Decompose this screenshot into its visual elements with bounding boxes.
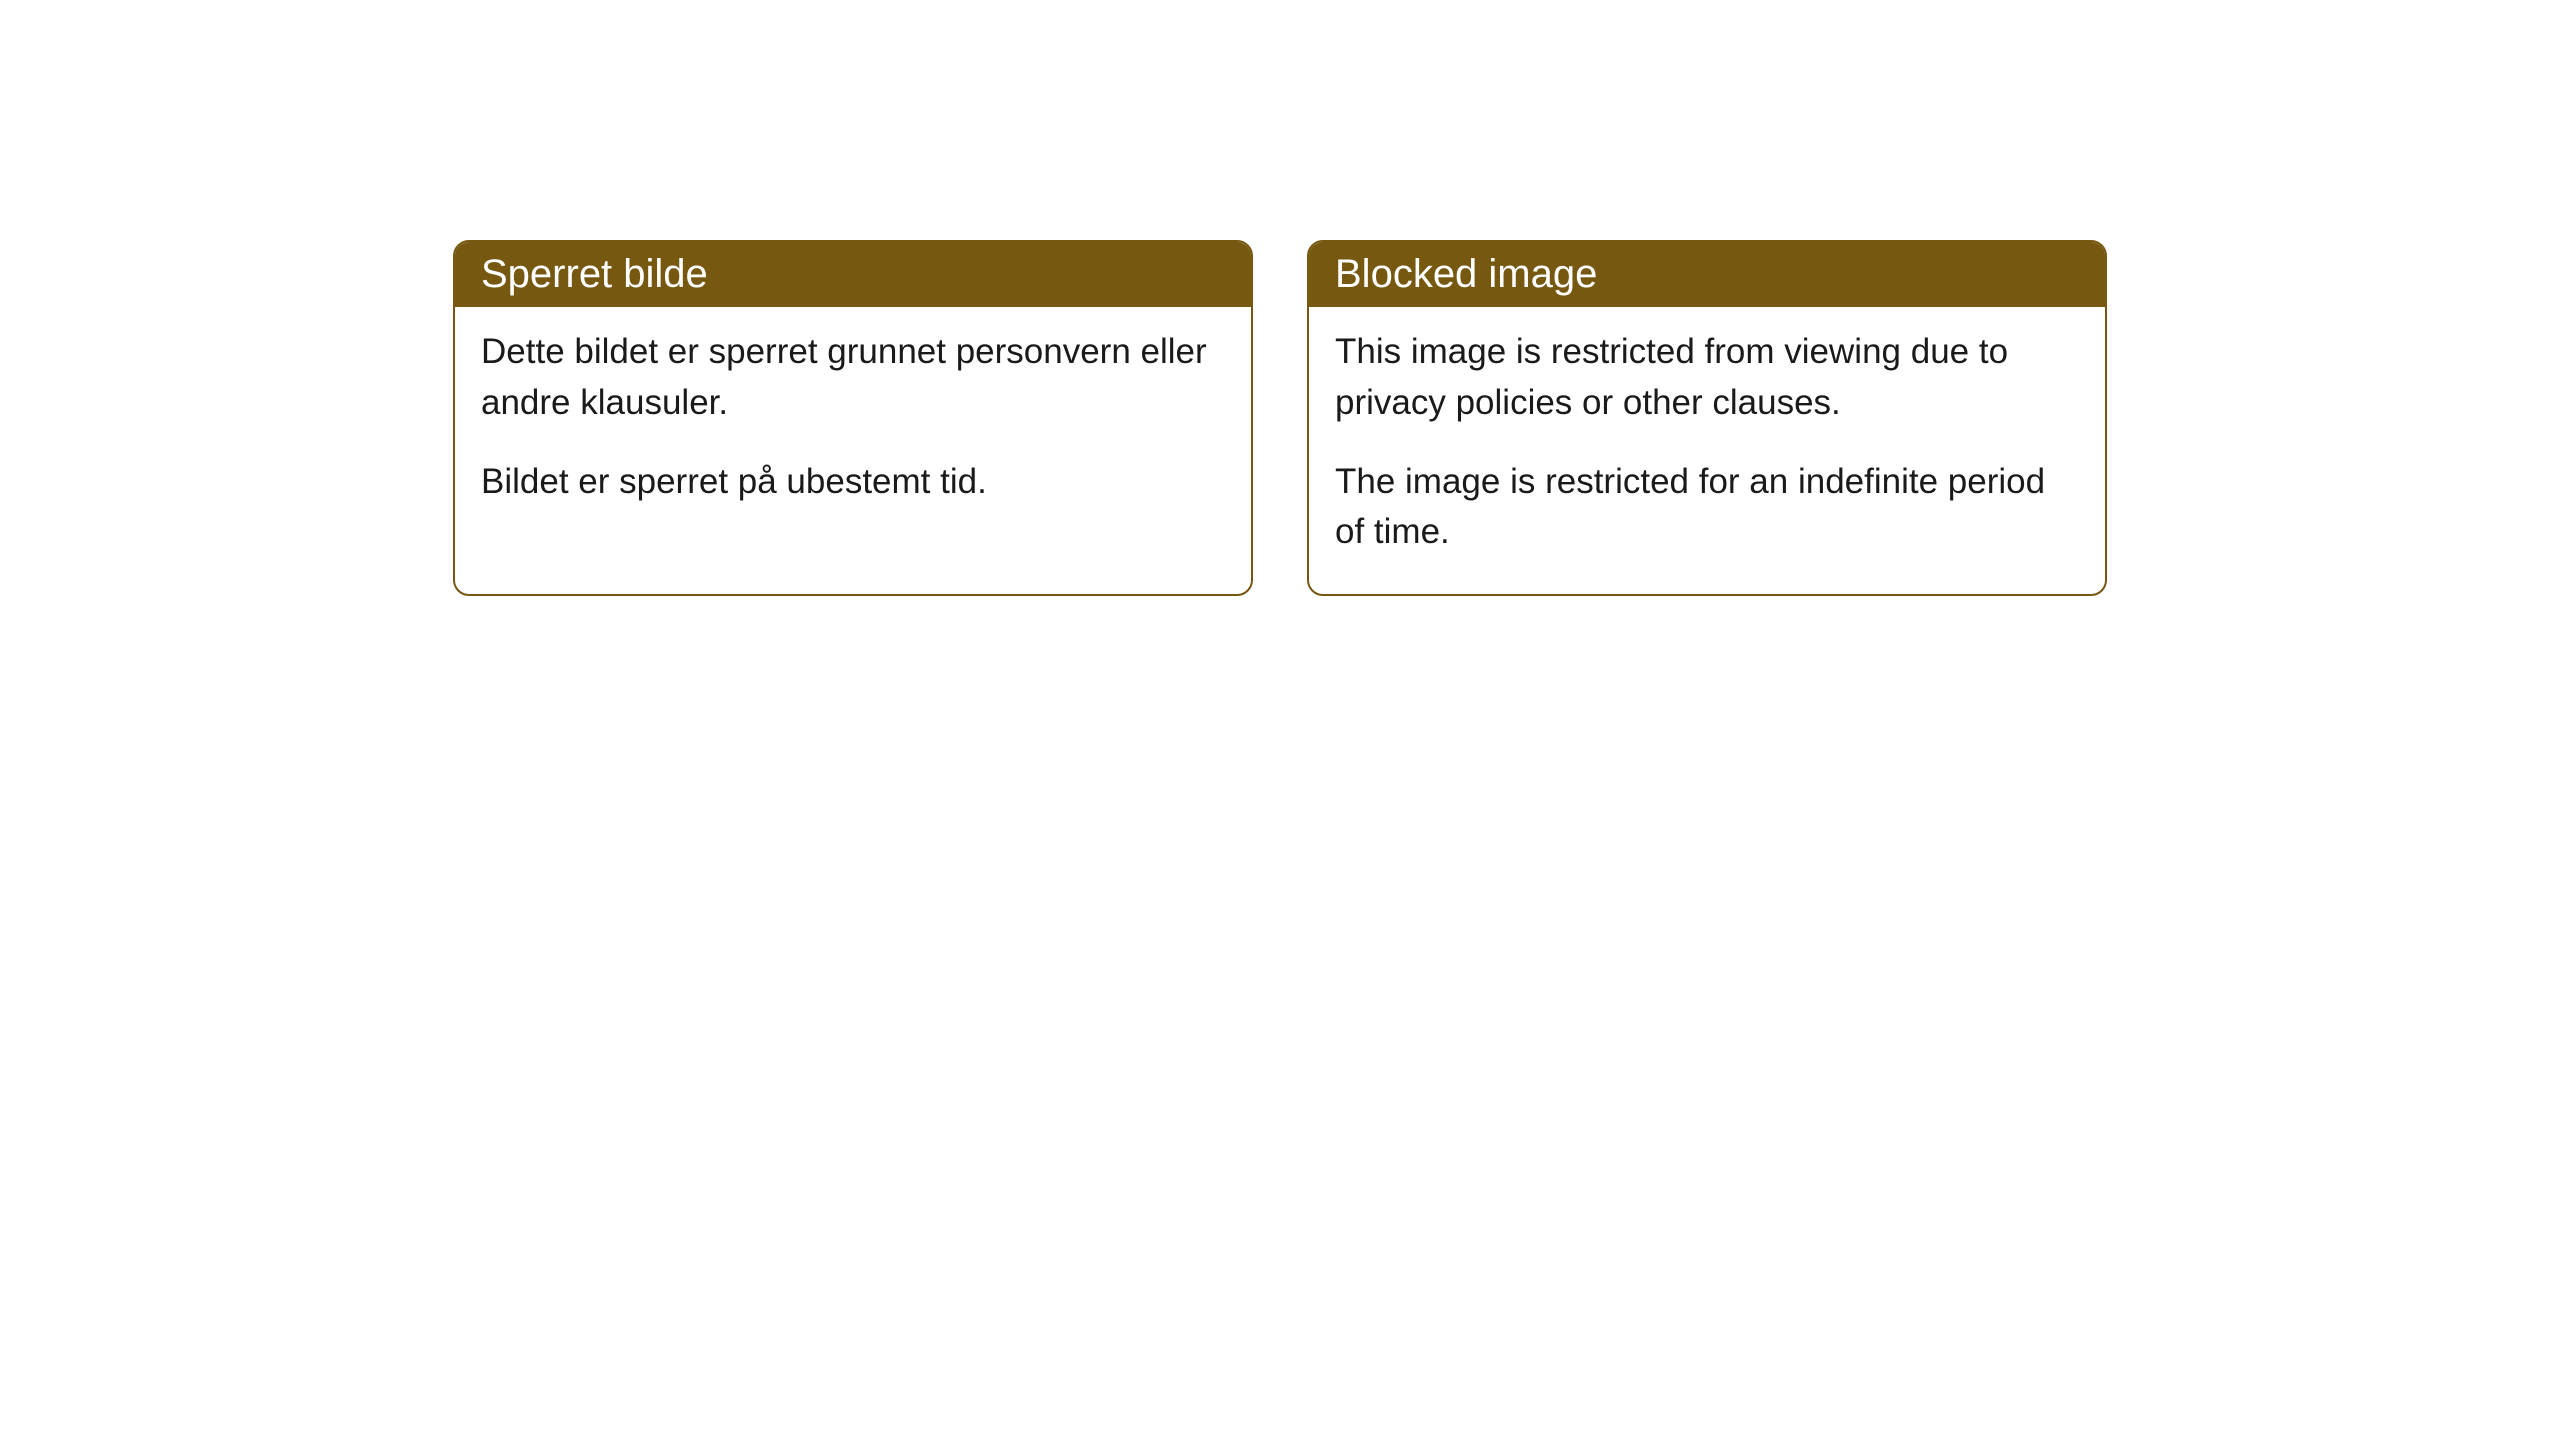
card-norwegian: Sperret bilde Dette bildet er sperret gr…: [453, 240, 1253, 596]
card-header-english: Blocked image: [1309, 242, 2105, 307]
card-paragraph: This image is restricted from viewing du…: [1335, 327, 2079, 429]
card-paragraph: The image is restricted for an indefinit…: [1335, 457, 2079, 559]
card-paragraph: Bildet er sperret på ubestemt tid.: [481, 457, 1225, 508]
card-body-norwegian: Dette bildet er sperret grunnet personve…: [455, 307, 1251, 543]
card-english: Blocked image This image is restricted f…: [1307, 240, 2107, 596]
card-paragraph: Dette bildet er sperret grunnet personve…: [481, 327, 1225, 429]
cards-container: Sperret bilde Dette bildet er sperret gr…: [0, 240, 2560, 596]
card-header-norwegian: Sperret bilde: [455, 242, 1251, 307]
card-body-english: This image is restricted from viewing du…: [1309, 307, 2105, 594]
